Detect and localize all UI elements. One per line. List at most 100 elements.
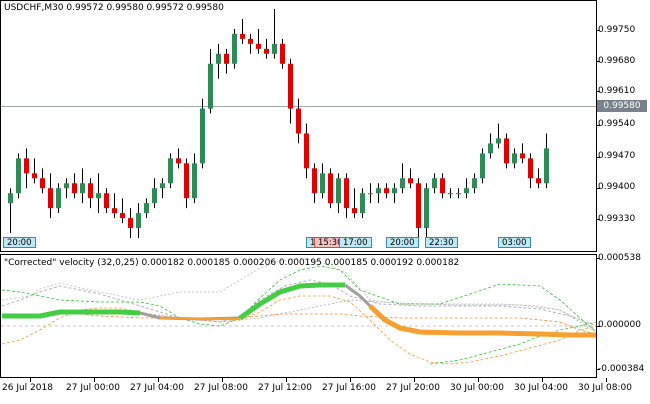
candle-body-bull bbox=[464, 188, 469, 194]
time-axis-label: 27 Jul 08:00 bbox=[194, 383, 248, 393]
candle bbox=[544, 133, 549, 189]
candle bbox=[240, 18, 245, 44]
price-label: 0.99750 bbox=[598, 25, 636, 35]
candle-body-bear bbox=[48, 188, 53, 209]
candle-body-bull bbox=[16, 158, 21, 194]
time-axis-label: 30 Jul 00:00 bbox=[450, 383, 504, 393]
candle-body-bear bbox=[296, 108, 301, 134]
candle-body-bull bbox=[64, 183, 69, 189]
candle bbox=[456, 188, 461, 199]
candle-body-bull bbox=[152, 188, 157, 204]
candle bbox=[344, 173, 349, 219]
candle bbox=[320, 163, 325, 199]
candle-body-bear bbox=[280, 43, 285, 64]
candle-body-bull bbox=[432, 178, 437, 189]
velocity-indicator-layer bbox=[1, 257, 597, 365]
price-label: 0.99400 bbox=[598, 182, 636, 192]
candle-body-bear bbox=[184, 163, 189, 199]
candle bbox=[160, 178, 165, 199]
upper-band-green bbox=[1, 265, 597, 333]
candle bbox=[248, 33, 253, 54]
candle bbox=[368, 183, 373, 204]
candle-body-bull bbox=[168, 158, 173, 184]
candle-body-bull bbox=[392, 188, 397, 194]
candle bbox=[48, 173, 53, 219]
candle bbox=[496, 123, 501, 149]
candle bbox=[120, 198, 125, 224]
candle bbox=[376, 183, 381, 204]
candle-body-bear bbox=[528, 158, 533, 179]
candle-body-bull bbox=[400, 178, 405, 189]
candle-body-bear bbox=[88, 183, 93, 199]
candle bbox=[384, 183, 389, 199]
candle bbox=[208, 48, 213, 114]
candle-body-bear bbox=[104, 193, 109, 209]
candle-body-bull bbox=[544, 148, 549, 184]
axis-ticks bbox=[30, 30, 607, 382]
candle bbox=[440, 173, 445, 199]
candle bbox=[288, 58, 293, 124]
candle-body-bear bbox=[120, 213, 125, 219]
candle bbox=[336, 173, 341, 214]
candle-body-bull bbox=[216, 53, 221, 64]
time-axis-label: 27 Jul 04:00 bbox=[130, 383, 184, 393]
candle bbox=[536, 168, 541, 189]
candle bbox=[176, 148, 181, 169]
candle bbox=[144, 198, 149, 219]
time-tag[interactable]: 20:00 bbox=[3, 237, 36, 248]
indicator-axis-label: 0.000000 bbox=[598, 320, 641, 330]
velocity-segment-down bbox=[159, 317, 240, 320]
candle-body-bear bbox=[408, 178, 413, 184]
candle bbox=[168, 153, 173, 189]
candle bbox=[448, 188, 453, 199]
time-tag[interactable]: 20:00 bbox=[386, 237, 419, 248]
candle-body-bear bbox=[24, 158, 29, 174]
time-tag[interactable]: 22:30 bbox=[425, 237, 458, 248]
candle bbox=[392, 183, 397, 204]
symbol-header: USDCHF,M30 0.99572 0.99580 0.99572 0.995… bbox=[4, 3, 224, 13]
candle-body-bull bbox=[160, 183, 165, 189]
candle-body-bear bbox=[536, 178, 541, 184]
candle bbox=[64, 178, 69, 199]
candle bbox=[424, 183, 429, 239]
candle bbox=[32, 158, 37, 184]
candle bbox=[280, 38, 285, 69]
candle-body-bull bbox=[488, 143, 493, 154]
candle-body-bear bbox=[240, 33, 245, 39]
candle bbox=[480, 148, 485, 184]
candle bbox=[312, 163, 317, 204]
time-axis-label: 27 Jul 00:00 bbox=[66, 383, 120, 393]
lower-dotted-band bbox=[1, 299, 597, 333]
candle-body-bear bbox=[384, 188, 389, 194]
candle-body-bear bbox=[312, 168, 317, 194]
candle bbox=[304, 123, 309, 179]
candle-body-bear bbox=[248, 38, 253, 44]
candle bbox=[464, 178, 469, 199]
candle-body-bull bbox=[376, 188, 381, 194]
price-label: 0.99330 bbox=[598, 214, 636, 224]
candle bbox=[416, 178, 421, 248]
candle bbox=[504, 133, 509, 169]
candle-body-bull bbox=[136, 213, 141, 229]
candle bbox=[232, 28, 237, 69]
candle bbox=[264, 38, 269, 59]
candle bbox=[40, 168, 45, 194]
candle bbox=[272, 8, 277, 59]
candle bbox=[200, 98, 205, 169]
candle bbox=[16, 153, 21, 199]
candle-body-bull bbox=[336, 178, 341, 204]
candle bbox=[216, 43, 221, 79]
candle bbox=[72, 173, 77, 199]
candle bbox=[96, 173, 101, 214]
velocity-segment-up bbox=[238, 282, 345, 321]
time-tag[interactable]: 03:00 bbox=[498, 237, 531, 248]
candle bbox=[488, 133, 493, 159]
time-axis-label: 27 Jul 12:00 bbox=[258, 383, 312, 393]
mid-dotted-band bbox=[1, 257, 597, 331]
candle bbox=[520, 143, 525, 164]
time-tag[interactable]: 17:00 bbox=[339, 237, 372, 248]
candle-body-bull bbox=[424, 188, 429, 229]
velocity-segment-flat bbox=[344, 283, 372, 308]
